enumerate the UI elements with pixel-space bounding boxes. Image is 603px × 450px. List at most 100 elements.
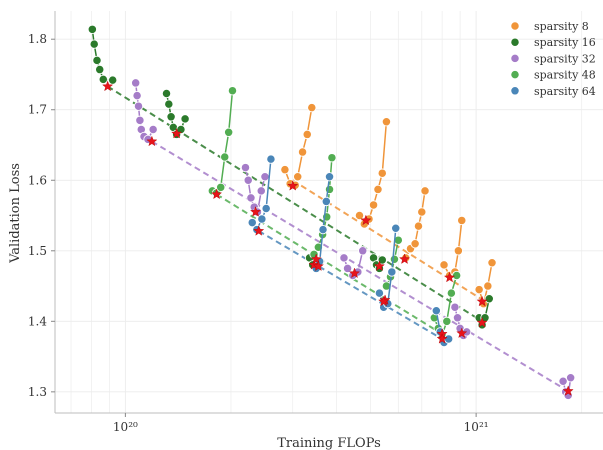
data-point-sparsity-8: [439, 260, 449, 270]
optimum-star-sparsity-64: [436, 333, 448, 344]
data-point-sparsity-64: [257, 214, 267, 224]
data-point-sparsity-16: [180, 114, 190, 124]
optimum-star-sparsity-8: [287, 180, 299, 191]
optimum-star-sparsity-8: [399, 253, 411, 264]
data-point-sparsity-48: [446, 288, 457, 298]
optimum-star-sparsity-48: [310, 253, 322, 264]
optimum-star-sparsity-8: [476, 295, 488, 307]
series-line-sparsity-8: [478, 262, 493, 307]
optimum-star-sparsity-8: [444, 271, 456, 283]
data-point-sparsity-8: [487, 258, 497, 268]
legend-label-sparsity-48: sparsity 48: [534, 69, 596, 82]
data-point-sparsity-32: [342, 263, 353, 274]
data-point-sparsity-32: [450, 302, 460, 312]
legend-marker-sparsity-8: [510, 21, 520, 31]
data-point-sparsity-64: [261, 203, 271, 214]
data-point-sparsity-48: [224, 127, 234, 137]
y-tick-label: 1.3: [28, 385, 47, 399]
data-point-sparsity-32: [558, 376, 568, 386]
x-tick-label: 10²¹: [464, 420, 489, 434]
data-point-sparsity-16: [164, 99, 174, 109]
y-tick-label: 1.4: [28, 314, 47, 328]
data-point-sparsity-8: [302, 129, 312, 140]
axes: 1.3 1.4 1.5 1.6 1.7 1.8 10²⁰ 10²¹: [28, 11, 603, 434]
data-point-sparsity-16: [87, 24, 97, 34]
legend: sparsity 8 sparsity 16 sparsity 32 sparsity…: [510, 20, 596, 98]
data-point-sparsity-64: [387, 267, 397, 277]
data-point-sparsity-48: [324, 184, 335, 195]
fit-line-sparsity-64: [258, 230, 443, 340]
data-point-sparsity-8: [297, 147, 308, 157]
fit-line-sparsity-48: [216, 193, 443, 335]
optimum-star-sparsity-16: [373, 260, 385, 271]
data-point-sparsity-64: [374, 288, 385, 298]
data-point-sparsity-8: [373, 184, 383, 195]
data-point-sparsity-16: [89, 39, 99, 49]
data-point-sparsity-8: [381, 117, 392, 127]
data-point-sparsity-16: [166, 112, 176, 122]
data-point-sparsity-32: [246, 193, 256, 203]
data-point-sparsity-48: [216, 182, 226, 192]
data-point-sparsity-32: [131, 78, 141, 88]
data-point-sparsity-8: [413, 221, 424, 231]
data-point-sparsity-48: [220, 152, 230, 162]
data-point-sparsity-32: [132, 90, 142, 101]
data-point-sparsity-8: [410, 239, 420, 249]
optimum-star-sparsity-32: [250, 206, 262, 217]
data-point-sparsity-32: [256, 186, 266, 196]
legend-label-sparsity-32: sparsity 32: [534, 52, 596, 65]
data-point-sparsity-32: [135, 115, 145, 125]
data-point-sparsity-16: [377, 255, 387, 265]
legend-label-sparsity-64: sparsity 64: [534, 85, 596, 98]
optimum-star-sparsity-32: [562, 385, 574, 396]
data-point-sparsity-64: [247, 217, 257, 228]
y-tick-label: 1.8: [28, 32, 47, 46]
data-point-sparsity-48: [442, 316, 452, 326]
series-layer: [87, 24, 576, 401]
data-point-sparsity-64: [321, 196, 331, 207]
data-point-sparsity-64: [431, 306, 441, 316]
y-tick-label: 1.7: [28, 103, 47, 117]
y-tick-label: 1.5: [28, 244, 47, 258]
data-point-sparsity-8: [483, 281, 493, 291]
data-point-sparsity-64: [266, 154, 276, 164]
data-point-sparsity-64: [444, 334, 454, 344]
data-point-sparsity-48: [389, 254, 400, 264]
data-point-sparsity-8: [307, 102, 317, 113]
optimum-star-sparsity-64: [253, 225, 265, 236]
optimum-star-sparsity-64: [378, 295, 390, 307]
data-point-sparsity-32: [148, 124, 158, 135]
data-point-sparsity-48: [327, 153, 337, 163]
data-point-sparsity-8: [457, 215, 467, 226]
data-point-sparsity-32: [358, 246, 368, 256]
x-axis-title: Training FLOPs: [277, 436, 381, 450]
data-point-sparsity-8: [417, 207, 427, 217]
y-axis-title: Validation Loss: [8, 163, 23, 264]
data-point-sparsity-16: [92, 55, 102, 66]
optimum-star-sparsity-32: [349, 267, 360, 279]
data-point-sparsity-64: [318, 224, 328, 235]
data-point-sparsity-16: [108, 75, 118, 85]
optimum-star-sparsity-32: [456, 327, 468, 338]
legend-marker-sparsity-32: [510, 53, 520, 64]
data-point-sparsity-16: [98, 74, 108, 85]
data-point-sparsity-64: [324, 172, 335, 182]
data-point-sparsity-32: [240, 162, 251, 173]
optimum-star-sparsity-48: [211, 188, 223, 200]
data-point-sparsity-48: [452, 270, 462, 281]
data-point-sparsity-32: [243, 175, 253, 185]
optimum-star-sparsity-16: [476, 316, 488, 328]
optimum-star-sparsity-64: [312, 260, 324, 271]
data-point-sparsity-8: [377, 168, 387, 178]
y-tick-label: 1.6: [28, 173, 47, 187]
legend-marker-sparsity-16: [510, 37, 520, 47]
optimum-star-sparsity-32: [146, 135, 158, 147]
data-point-sparsity-48: [227, 86, 238, 96]
data-point-sparsity-8: [453, 246, 464, 256]
data-point-sparsity-8: [474, 284, 484, 295]
data-point-sparsity-8: [354, 210, 365, 221]
data-point-sparsity-8: [293, 172, 303, 182]
data-point-sparsity-32: [566, 373, 576, 383]
